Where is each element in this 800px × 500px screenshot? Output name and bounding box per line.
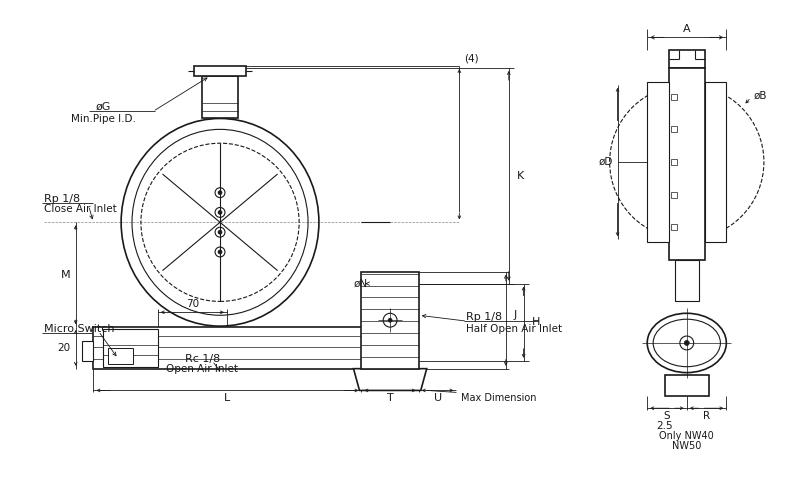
- Text: Rp 1/8: Rp 1/8: [466, 312, 502, 322]
- Text: Close Air Inlet: Close Air Inlet: [44, 204, 117, 214]
- Text: 2.5: 2.5: [657, 421, 674, 431]
- Text: Only NW40: Only NW40: [659, 431, 714, 441]
- Circle shape: [218, 210, 222, 214]
- Bar: [647, 82, 669, 242]
- Text: L: L: [224, 394, 230, 404]
- Polygon shape: [354, 368, 426, 390]
- Text: Open Air Inlet: Open Air Inlet: [166, 364, 238, 374]
- Bar: [705, 82, 726, 242]
- Text: øD: øD: [598, 157, 613, 167]
- Text: S: S: [664, 411, 670, 421]
- Circle shape: [218, 230, 222, 234]
- Text: H: H: [531, 317, 540, 327]
- Bar: [669, 68, 705, 260]
- Bar: [94, 327, 390, 368]
- Text: Rc 1/8: Rc 1/8: [185, 354, 220, 364]
- Text: 20: 20: [58, 343, 70, 353]
- Bar: [671, 94, 677, 100]
- Circle shape: [388, 318, 392, 322]
- Circle shape: [684, 340, 690, 345]
- Text: Min.Pipe I.D.: Min.Pipe I.D.: [71, 114, 136, 124]
- Text: øG: øG: [96, 102, 111, 112]
- Bar: [671, 126, 677, 132]
- Bar: [671, 159, 677, 165]
- Bar: [82, 341, 94, 361]
- Text: Half Open Air Inlet: Half Open Air Inlet: [466, 324, 562, 334]
- Bar: [202, 76, 238, 118]
- Text: øN: øN: [354, 278, 367, 288]
- Text: U: U: [434, 394, 442, 404]
- Bar: [665, 374, 709, 396]
- Bar: [362, 272, 418, 368]
- Text: K: K: [517, 171, 524, 181]
- Text: A: A: [683, 24, 690, 34]
- Bar: [669, 50, 705, 68]
- Bar: [194, 66, 246, 76]
- Text: R: R: [703, 411, 710, 421]
- Bar: [671, 192, 677, 198]
- Text: Micro Switch: Micro Switch: [44, 324, 114, 334]
- Text: M: M: [61, 270, 70, 280]
- Bar: [675, 260, 698, 302]
- Text: øB: øB: [753, 90, 766, 101]
- Text: J: J: [514, 310, 517, 320]
- Text: NW50: NW50: [672, 441, 702, 451]
- Bar: [103, 329, 158, 366]
- Circle shape: [218, 250, 222, 254]
- Bar: [108, 348, 133, 364]
- Text: 70: 70: [186, 300, 199, 310]
- Text: T: T: [386, 394, 394, 404]
- Circle shape: [218, 190, 222, 194]
- Text: Rp 1/8: Rp 1/8: [44, 194, 80, 203]
- Text: Max Dimension: Max Dimension: [462, 394, 537, 404]
- Bar: [671, 224, 677, 230]
- Text: (4): (4): [464, 53, 479, 63]
